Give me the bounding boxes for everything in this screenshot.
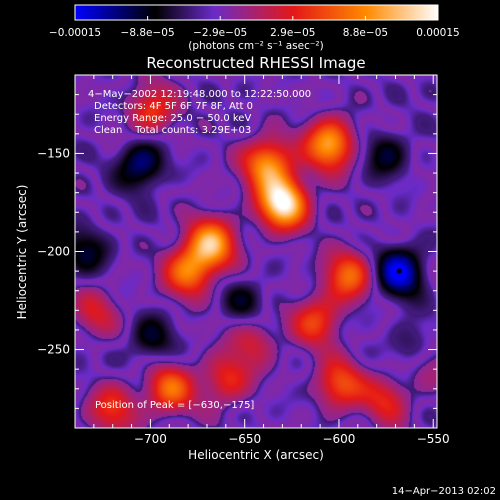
x-tick-label: −550 (417, 432, 450, 446)
y-tick-label: −250 (37, 343, 70, 357)
annotation-clean-counts: Clean Total counts: 3.29E+03 (94, 125, 251, 136)
annotation-energy-range: Energy Range: 25.0 − 50.0 keV (94, 113, 251, 124)
colorbar-tick-labels: −0.00015 −8.8e−05 −2.9e−05 2.9e−05 8.8e−05 0.… (49, 27, 460, 39)
colorbar-unit-label: (photons cm⁻² s⁻¹ asec⁻²) (188, 40, 323, 52)
y-axis-tick-labels: −150 −200 −250 (37, 146, 70, 356)
footer-timestamp: 14−Apr−2013 02:02 (392, 486, 496, 497)
peak-position-label: Position of Peak = [−630,−175] (95, 400, 254, 411)
y-axis-label: Heliocentric Y (arcsec) (15, 185, 29, 320)
x-axis-tick-labels: −700 −650 −600 −550 (134, 432, 450, 446)
y-axis-ticks (75, 74, 437, 409)
colorbar-tick-label: 0.00015 (416, 27, 459, 39)
colorbar-ticks (74, 16, 439, 20)
colorbar-tick-label: −0.00015 (49, 27, 101, 39)
colorbar-tick-label: −8.8e−05 (121, 27, 175, 39)
colorbar-tick-label: 8.8e−05 (343, 27, 388, 39)
annotation-detectors: Detectors: 4F 5F 6F 7F 8F, Att 0 (94, 101, 253, 112)
colorbar-tick-label: 2.9e−05 (270, 27, 315, 39)
x-tick-label: −700 (134, 432, 167, 446)
chart-title: Reconstructed RHESSI Image (146, 54, 365, 72)
y-tick-label: −150 (37, 146, 70, 160)
x-tick-label: −650 (228, 432, 261, 446)
colorbar-tick-label: −2.9e−05 (193, 27, 247, 39)
x-axis-ticks (93, 75, 434, 428)
annotation-time-range: 4−May−2002 12:19:48.000 to 12:22:50.000 (88, 89, 311, 100)
x-tick-label: −600 (322, 432, 355, 446)
colorbar-frame (74, 4, 439, 21)
x-axis-label: Heliocentric X (arcsec) (188, 448, 324, 462)
y-tick-label: −200 (37, 245, 70, 259)
